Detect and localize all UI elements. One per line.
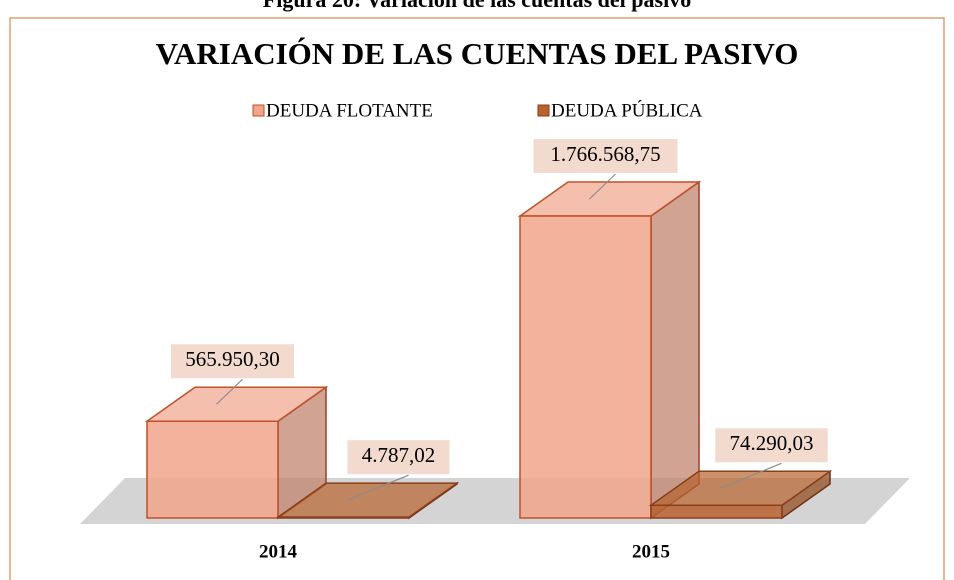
leader-line: [216, 378, 243, 405]
bar: [650, 504, 783, 519]
value-label: 4.787,02: [362, 443, 436, 467]
bar: [146, 420, 279, 519]
value-label: 1.766.568,75: [550, 142, 660, 166]
leader-line: [589, 173, 616, 200]
value-label-box: [715, 428, 828, 463]
legend-label: DEUDA PÚBLICA: [551, 99, 703, 121]
value-label-box: [347, 440, 450, 475]
caption: Figura 20: Variación de las cuentas del …: [263, 0, 691, 12]
value-label-box: [533, 139, 678, 173]
leader-line: [347, 474, 409, 501]
chart-title: VARIACIÓN DE LAS CUENTAS DEL PASIVO: [156, 36, 799, 71]
bar: [277, 516, 410, 519]
legend-swatch: [252, 104, 265, 117]
legend-swatch: [537, 104, 550, 117]
value-label: 74.290,03: [730, 431, 814, 455]
bar-side: [650, 180, 700, 520]
leader-line: [720, 462, 782, 489]
bar: [519, 215, 652, 519]
legend-label: DEUDA FLOTANTE: [266, 100, 433, 121]
value-label: 565.950,30: [185, 347, 280, 371]
value-label-box: [171, 344, 294, 379]
x-tick-label: 2014: [259, 541, 298, 562]
x-tick-label: 2015: [632, 541, 670, 562]
